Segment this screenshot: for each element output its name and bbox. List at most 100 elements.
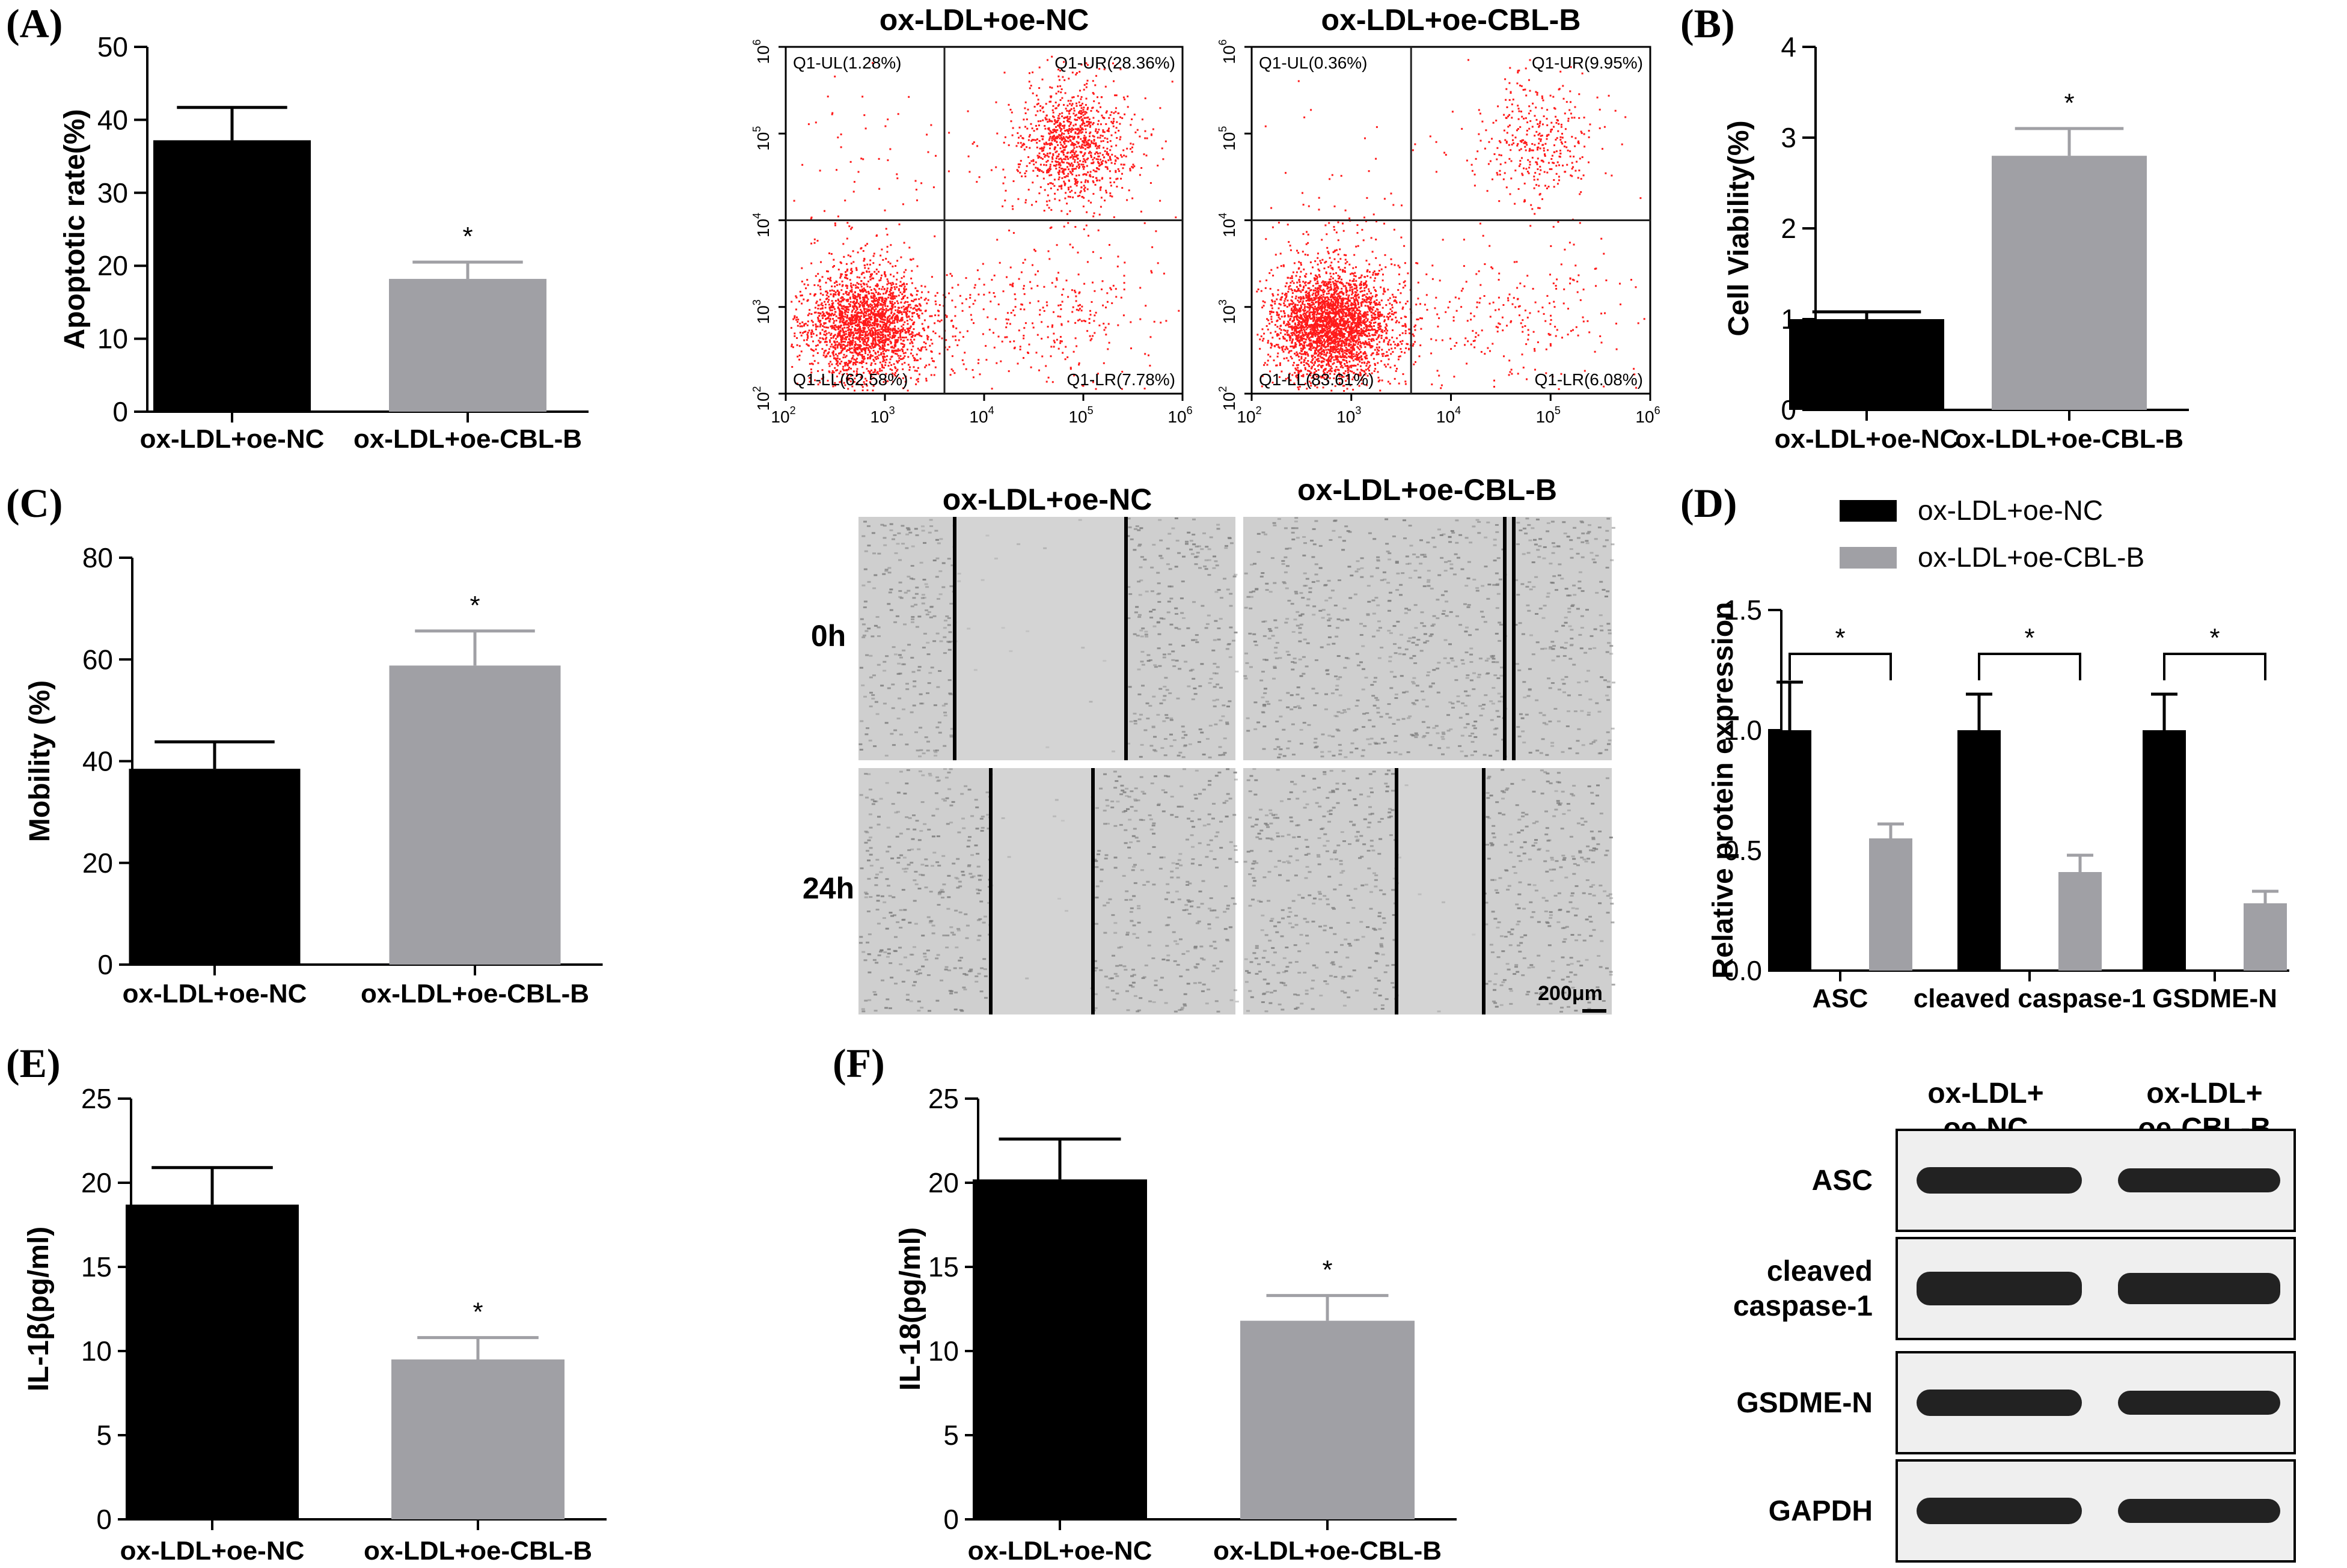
flow-dot (1064, 92, 1066, 94)
flow-dot (866, 300, 868, 302)
bar (2244, 903, 2287, 971)
flow-dot (898, 359, 901, 362)
flow-dot (1293, 362, 1295, 364)
flow-dot (860, 376, 862, 379)
flow-dot (1376, 273, 1379, 276)
flow-dot (1081, 144, 1083, 146)
y-tick-label: 30 (97, 177, 128, 209)
flow-dot (895, 341, 898, 344)
flow-dot (913, 359, 916, 362)
flow-dot (1285, 377, 1287, 380)
flow-dot (1061, 168, 1063, 170)
flow-dot (1014, 314, 1016, 317)
flow-dot (796, 316, 798, 319)
flow-dot (1310, 311, 1312, 314)
flow-dot (884, 329, 886, 331)
flow-dot (1317, 313, 1319, 315)
flow-dot (1368, 366, 1370, 368)
flow-dot (1071, 127, 1073, 129)
flow-dot (1071, 154, 1073, 156)
flow-dot (935, 303, 937, 305)
flow-dot (1308, 348, 1311, 350)
flow-dot (1048, 100, 1051, 103)
flow-dot (821, 302, 823, 305)
flow-dot (1106, 300, 1109, 303)
flow-dot (864, 334, 866, 336)
flow-dot (873, 316, 875, 319)
flow-dot (1051, 158, 1054, 160)
flow-dot (1365, 315, 1367, 317)
flow-dot (846, 345, 848, 347)
x-tick-label: ox-LDL+oe-NC (968, 1536, 1152, 1566)
flow-dot (1124, 113, 1126, 115)
flow-dot (1335, 324, 1337, 326)
flow-dot (893, 373, 896, 376)
flow-dot (1059, 124, 1061, 126)
flow-dot (1391, 337, 1394, 339)
flow-dot (1310, 299, 1312, 301)
flow-dot (1060, 324, 1063, 326)
flow-dot (959, 331, 961, 334)
flow-dot (903, 291, 905, 293)
flow-dot (870, 319, 872, 321)
flow-dot (1056, 155, 1059, 157)
flow-dot (845, 350, 848, 352)
flow-dot (871, 325, 873, 327)
flow-dot (1068, 130, 1070, 132)
flow-dot (1383, 316, 1385, 318)
flow-dot (841, 280, 843, 282)
flow-dot (880, 334, 882, 337)
flow-dot (1060, 188, 1063, 190)
flow-dot (894, 316, 896, 319)
flow-dot (1042, 135, 1044, 138)
flow-dot (909, 366, 911, 368)
flow-dot (1005, 189, 1007, 192)
flow-dot (1347, 302, 1349, 305)
flow-dot (812, 332, 815, 335)
flow-dot (819, 299, 821, 301)
flow-dot (1066, 109, 1068, 112)
flow-dot (1063, 121, 1065, 123)
flow-dot (1057, 272, 1059, 274)
flow-dot (864, 314, 867, 317)
flow-dot (842, 365, 845, 368)
flow-dot (817, 383, 819, 386)
flow-dot (1329, 310, 1331, 313)
flow-dot (1081, 123, 1083, 126)
flow-dot (865, 318, 868, 320)
flow-dot (1291, 345, 1294, 347)
flow-dot (1278, 316, 1280, 319)
flow-dot (1071, 311, 1074, 313)
flow-dot (910, 333, 913, 335)
flow-dot (832, 353, 834, 355)
flow-dot (1071, 103, 1074, 105)
flow-dot (1299, 330, 1301, 332)
flow-dot (1291, 316, 1293, 318)
flow-dot (1066, 166, 1068, 168)
flow-dot (877, 323, 879, 325)
flow-dot (1038, 66, 1041, 69)
flow-dot (1032, 159, 1035, 161)
flow-dot (1322, 302, 1324, 305)
flow-dot (880, 317, 882, 319)
flow-dot (965, 368, 967, 370)
flow-dot (875, 353, 877, 355)
flow-dot (855, 336, 858, 338)
flow-dot (874, 270, 876, 273)
flow-dot (813, 284, 816, 286)
flow-dot (1031, 139, 1033, 141)
flow-dot (1079, 160, 1082, 162)
y-tick-label: 40 (82, 746, 113, 777)
flow-dot (1110, 121, 1113, 123)
flow-dot (836, 347, 839, 349)
flow-dot (1351, 292, 1354, 294)
flow-dot (1348, 333, 1350, 335)
flow-dot (1024, 175, 1027, 177)
flow-dot (861, 290, 864, 293)
flow-dot (815, 302, 818, 304)
flow-dot (1048, 127, 1050, 129)
flow-dot (860, 345, 862, 347)
flow-dot (933, 374, 935, 376)
flow-dot (894, 297, 896, 299)
flow-dot (1104, 326, 1107, 329)
